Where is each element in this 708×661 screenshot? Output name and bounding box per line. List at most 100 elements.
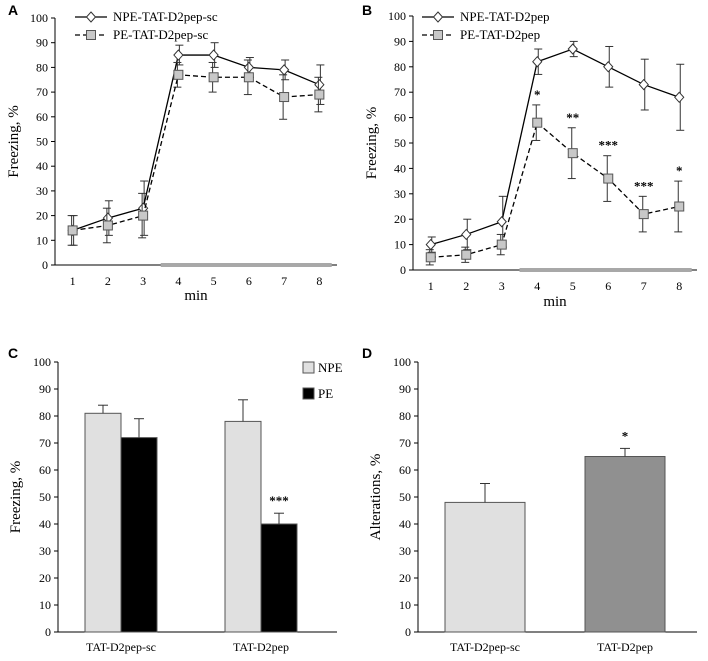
panel-a-series-1-point — [314, 78, 325, 91]
panel-b-series-1-point — [532, 55, 543, 68]
panel-d-x-tick-label: TAT-D2pep-sc — [450, 640, 520, 654]
panel-b-x-tick-label: 3 — [499, 279, 505, 293]
panel-a-series-2-point — [173, 69, 184, 80]
panel-c-y-tick-label: 70 — [39, 436, 51, 450]
panel-a-y-tick-label: 70 — [36, 85, 48, 99]
panel-c-y-tick-label: 0 — [45, 625, 51, 639]
panel-a-series-1-point — [208, 49, 219, 61]
panel-c-bar-pe-1 — [120, 437, 158, 633]
panel-a-legend-marker-2 — [86, 30, 96, 40]
panel-b-series-2-point — [567, 148, 578, 159]
panel-d-y-tick-label: 70 — [399, 436, 411, 450]
panel-a-x-axis-title: min — [184, 288, 208, 304]
panel-b-series-2-point — [638, 209, 649, 220]
panel-d-bar-1 — [444, 501, 526, 633]
panel-a-series-2-point — [208, 72, 219, 83]
panel-b-x-axis-title: min — [543, 294, 567, 310]
panel-b-x-tick-label: 5 — [570, 279, 576, 293]
panel-c-bar-npe-1 — [84, 412, 122, 633]
panel-b-y-tick-label: 50 — [394, 136, 406, 150]
panel-b-series-2-line — [430, 121, 680, 258]
panel-a-y-tick-label: 30 — [36, 184, 48, 198]
panel-b-series-1-point — [496, 215, 507, 228]
panel-b-legend-marker-1 — [432, 11, 444, 23]
panel-b-letter: B — [362, 2, 372, 18]
panel-b-stimulus-bar — [519, 268, 692, 272]
panel-b-x-tick-label: 8 — [676, 279, 682, 293]
panel-c-y-tick-label: 10 — [39, 598, 51, 612]
panel-a-legend-label-1: NPE-TAT-D2pep-sc — [113, 9, 218, 24]
panel-b-y-tick-label: 80 — [394, 60, 406, 74]
panel-b-significance-label: *** — [634, 178, 654, 193]
panel-a-x-tick-label: 6 — [246, 274, 252, 288]
panel-b-series-2-point — [461, 249, 472, 260]
panel-d-y-axis-title: Alterations, % — [368, 454, 384, 541]
panel-b-series-1-point — [638, 78, 649, 91]
panel-a-y-tick-label: 0 — [42, 258, 48, 272]
panel-c-bar-pe-2 — [260, 523, 298, 633]
panel-a-y-tick-label: 90 — [36, 36, 48, 50]
panel-c-y-tick-label: 30 — [39, 544, 51, 558]
panel-c-legend-label-pe: PE — [318, 386, 333, 401]
panel-a-x-tick-label: 8 — [316, 274, 322, 288]
panel-c-legend-label-npe: NPE — [318, 360, 343, 375]
panel-b-x-tick-label: 7 — [641, 279, 647, 293]
panel-b-significance-label: * — [534, 87, 541, 102]
panel-d-y-tick-label: 60 — [399, 463, 411, 477]
panel-a-series-1-point — [278, 64, 290, 76]
panel-c-x-tick-label: TAT-D2pep — [233, 640, 289, 654]
panel-b-y-tick-label: 40 — [394, 161, 406, 175]
panel-a-series-1-point — [173, 49, 184, 61]
panel-a-series-2-line — [72, 74, 320, 232]
panel-a-y-tick-label: 60 — [36, 110, 48, 124]
panel-a-x-tick-label: 2 — [105, 274, 111, 288]
panel-a-x-tick-label: 5 — [211, 274, 217, 288]
panel-d-y-tick-label: 30 — [399, 544, 411, 558]
panel-b-legend-label-1: NPE-TAT-D2pep — [460, 9, 549, 24]
panel-b-series-2-point — [496, 239, 507, 250]
panel-b-legend-marker-2 — [433, 30, 443, 40]
panel-a-series-2-point — [67, 225, 78, 236]
panel-b-legend-label-2: PE-TAT-D2pep — [460, 27, 540, 42]
panel-a-series-2-point — [243, 72, 254, 83]
panel-b-x-tick-label: 2 — [463, 279, 469, 293]
panel-b-series-2-point — [603, 173, 614, 184]
panel-c-y-tick-label: 60 — [39, 463, 51, 477]
panel-d-y-tick-label: 80 — [399, 409, 411, 423]
panel-b-series-1-point — [567, 43, 578, 55]
panel-b-significance-label: ** — [566, 110, 579, 125]
panel-a-series-2-point — [102, 220, 113, 231]
panel-c-y-tick-label: 80 — [39, 409, 51, 423]
panel-a-series-2-point — [279, 92, 290, 103]
panel-a-legend-marker-1 — [85, 11, 97, 23]
panel-a-stimulus-bar — [160, 263, 332, 267]
panel-d-y-tick-label: 50 — [399, 490, 411, 504]
panel-b-series-1-point — [674, 91, 685, 104]
panel-b-y-tick-label: 90 — [394, 34, 406, 48]
panel-b-series-1-point — [603, 61, 614, 73]
panel-d-y-tick-label: 40 — [399, 517, 411, 531]
panel-c-y-axis-title: Freezing, % — [8, 461, 24, 533]
panel-a-series-2-point — [314, 89, 325, 100]
panel-c-letter: C — [8, 345, 18, 361]
panel-c-significance-label: *** — [269, 493, 289, 508]
panel-b-x-tick-label: 4 — [534, 279, 540, 293]
panel-a-y-tick-label: 10 — [36, 233, 48, 247]
panel-b-y-tick-label: 20 — [394, 212, 406, 226]
panel-b-significance-label: *** — [599, 138, 619, 153]
panel-c-y-tick-label: 40 — [39, 517, 51, 531]
panel-a-y-tick-label: 100 — [30, 11, 48, 25]
panel-d-bar-2 — [584, 456, 666, 633]
panel-a-series-1-point — [243, 61, 255, 74]
panel-b-y-tick-label: 0 — [400, 263, 406, 277]
panel-b-x-tick-label: 1 — [428, 279, 434, 293]
panel-d-y-tick-label: 100 — [393, 355, 411, 369]
panel-d-y-tick-label: 20 — [399, 571, 411, 585]
panel-c-y-tick-label: 100 — [33, 355, 51, 369]
panel-b-y-tick-label: 70 — [394, 85, 406, 99]
panel-d-y-tick-label: 0 — [405, 625, 411, 639]
panel-a-letter: A — [8, 2, 18, 18]
panel-c-x-tick-label: TAT-D2pep-sc — [86, 640, 156, 654]
panel-a-x-tick-label: 4 — [175, 274, 181, 288]
